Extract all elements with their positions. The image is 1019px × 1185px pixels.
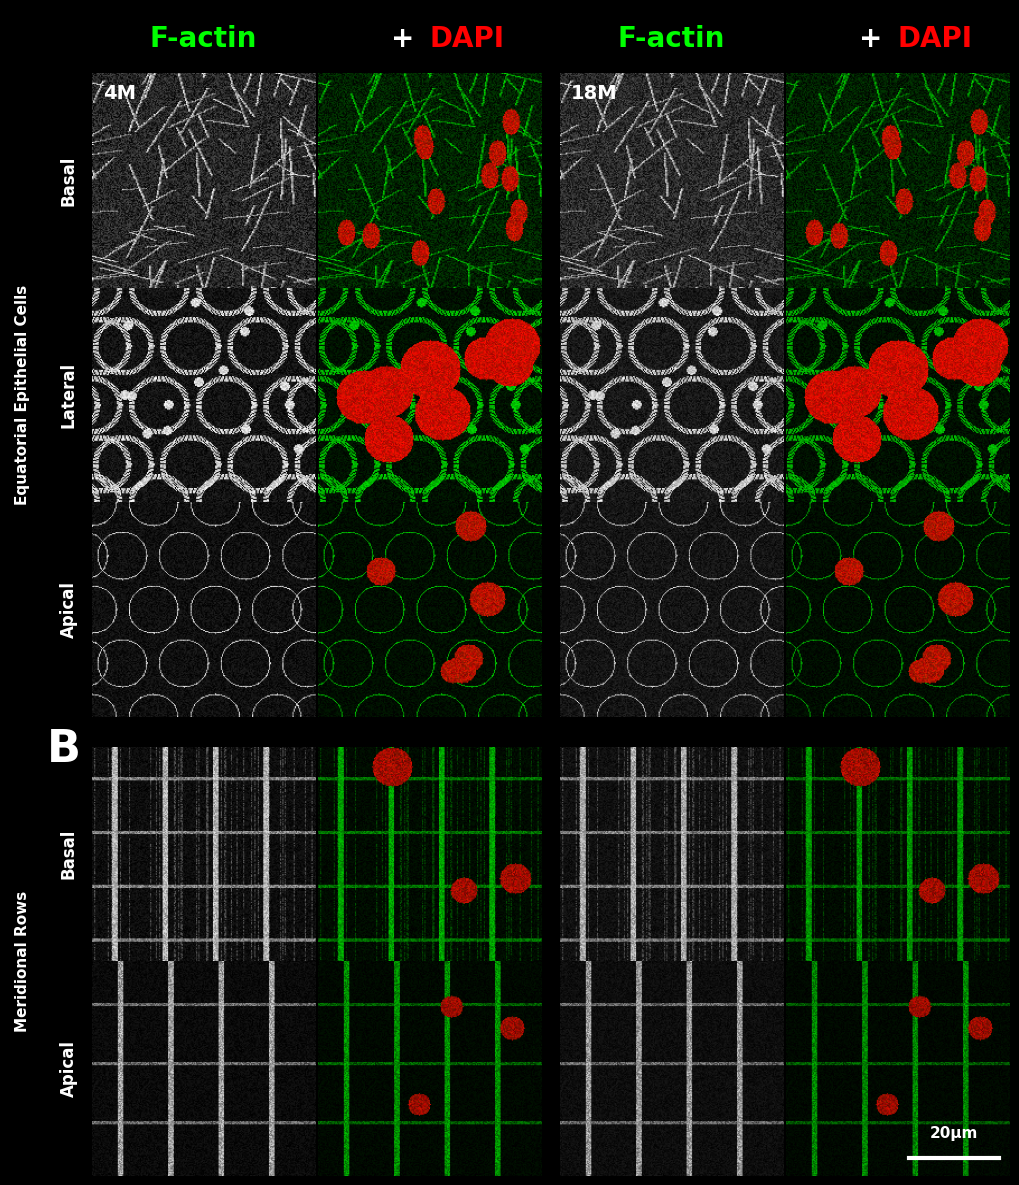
- Text: Lateral: Lateral: [60, 363, 77, 428]
- Text: Apical: Apical: [60, 1039, 77, 1097]
- Text: 18M: 18M: [571, 84, 618, 103]
- Text: Basal: Basal: [60, 155, 77, 206]
- Text: Equatorial Epithelial Cells: Equatorial Epithelial Cells: [15, 286, 31, 505]
- Text: B: B: [47, 728, 82, 770]
- Text: DAPI: DAPI: [429, 25, 503, 52]
- Text: F-actin: F-actin: [150, 25, 257, 52]
- Text: +: +: [390, 25, 414, 52]
- Text: 20μm: 20μm: [929, 1126, 977, 1141]
- Text: F-actin: F-actin: [618, 25, 725, 52]
- Text: Basal: Basal: [60, 828, 77, 879]
- Text: Apical: Apical: [60, 581, 77, 639]
- Text: +: +: [858, 25, 881, 52]
- Text: Meridional Rows: Meridional Rows: [15, 890, 31, 1032]
- Text: 4M: 4M: [103, 84, 136, 103]
- Text: DAPI: DAPI: [897, 25, 971, 52]
